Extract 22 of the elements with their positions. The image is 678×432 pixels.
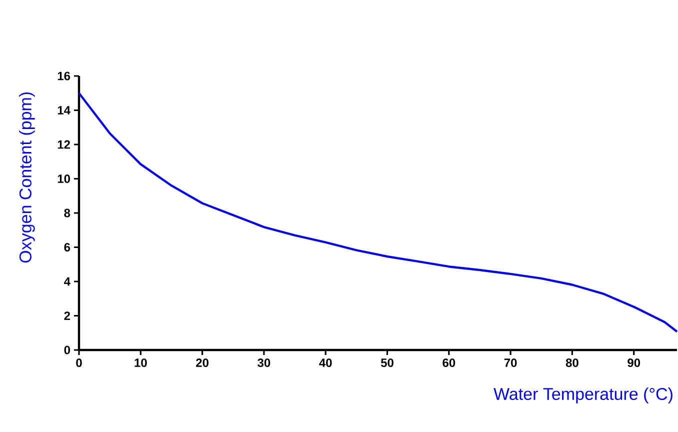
y-tick-label: 6	[64, 243, 70, 252]
x-tick-label: 50	[380, 358, 394, 368]
x-tick-label: 70	[504, 358, 517, 368]
y-tick-label: 4	[64, 277, 70, 286]
y-tick-label: 2	[64, 312, 70, 320]
x-tick-label: 20	[196, 358, 208, 368]
x-tick-label: 80	[566, 358, 578, 368]
x-tick-label: 0	[76, 358, 82, 368]
y-tick-label: 0	[64, 346, 70, 354]
x-tick-label: 10	[134, 358, 147, 368]
y-tick-label: 8	[64, 208, 70, 218]
y-axis-title: Oxygen Content (ppm)	[18, 92, 35, 263]
x-axis-title: Water Temperature (°C)	[494, 388, 672, 404]
line-series	[78, 92, 678, 333]
y-tick-label: 16	[58, 72, 70, 80]
x-tick-label: 40	[319, 358, 332, 368]
x-tick-label: 60	[442, 358, 456, 368]
x-tick-label: 30	[258, 358, 270, 368]
x-tick-label: 90	[628, 358, 640, 368]
y-tick-label: 10	[58, 174, 70, 184]
y-tick-label: 14	[58, 106, 70, 114]
y-tick-label: 12	[58, 140, 70, 149]
